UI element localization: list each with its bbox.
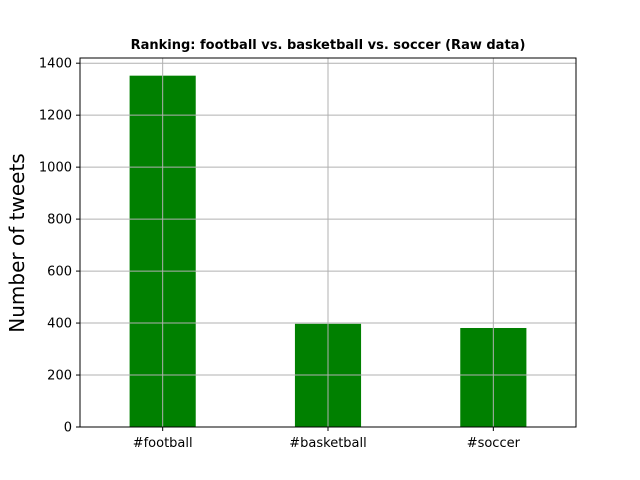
grid-layer xyxy=(80,58,576,428)
y-tick-label: 600 xyxy=(47,265,72,280)
y-tick-label: 800 xyxy=(47,213,72,228)
y-tick-label: 200 xyxy=(47,369,72,384)
y-axis-label: Number of tweets xyxy=(5,153,29,332)
y-tick-label: 0 xyxy=(64,421,72,436)
y-tick-label: 1200 xyxy=(39,109,72,124)
x-tick-label: #soccer xyxy=(467,436,521,451)
x-tick-label: #basketball xyxy=(289,436,367,451)
y-tick-label: 1000 xyxy=(39,161,72,176)
ticks-layer: 0 200 400 600 800 1000 1200 1400 #football #baske… xyxy=(39,57,521,451)
x-tick-label: #football xyxy=(133,436,193,451)
y-tick-label: 400 xyxy=(47,317,72,332)
y-tick-label: 1400 xyxy=(39,57,72,72)
chart-title: Ranking: football vs. basketball vs. soc… xyxy=(131,38,526,53)
